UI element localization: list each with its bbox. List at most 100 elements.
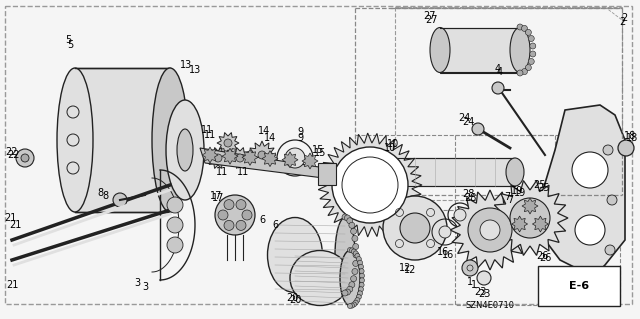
Circle shape (356, 294, 362, 300)
Text: 3: 3 (142, 282, 148, 292)
Circle shape (480, 220, 500, 240)
Polygon shape (522, 198, 538, 214)
Text: 16: 16 (437, 247, 449, 257)
Ellipse shape (506, 158, 524, 186)
Circle shape (349, 222, 355, 228)
Text: 26: 26 (539, 253, 551, 263)
Circle shape (477, 271, 491, 285)
Text: 14: 14 (258, 126, 270, 136)
Circle shape (510, 198, 550, 238)
Polygon shape (540, 105, 625, 275)
Text: 19: 19 (514, 188, 526, 198)
Text: 8: 8 (97, 188, 103, 198)
Circle shape (355, 253, 360, 258)
Circle shape (218, 210, 228, 220)
Bar (75, 68, 170, 212)
Polygon shape (202, 147, 218, 163)
Text: 12: 12 (404, 265, 416, 275)
Text: 2: 2 (619, 17, 625, 27)
Circle shape (400, 213, 430, 243)
Circle shape (468, 208, 512, 252)
Text: 8: 8 (102, 191, 108, 201)
Text: 25: 25 (534, 180, 547, 190)
Circle shape (285, 148, 305, 168)
Circle shape (572, 152, 608, 188)
Circle shape (344, 215, 351, 221)
Ellipse shape (290, 250, 350, 306)
Polygon shape (282, 152, 298, 168)
Circle shape (167, 217, 183, 233)
Circle shape (352, 269, 358, 274)
Circle shape (351, 228, 356, 234)
Text: 14: 14 (264, 133, 276, 143)
Circle shape (351, 302, 356, 307)
Circle shape (522, 26, 527, 31)
Text: 3: 3 (134, 278, 140, 288)
Text: 25: 25 (537, 183, 549, 193)
Circle shape (607, 195, 617, 205)
Text: 12: 12 (399, 263, 411, 273)
Text: 11: 11 (237, 167, 249, 177)
Circle shape (353, 260, 359, 266)
Text: 24: 24 (458, 113, 470, 123)
Text: 18: 18 (624, 131, 636, 141)
Circle shape (353, 243, 359, 249)
Circle shape (355, 298, 360, 303)
Text: 18: 18 (626, 133, 638, 143)
Circle shape (349, 303, 355, 308)
Circle shape (439, 226, 451, 238)
Text: 5: 5 (67, 40, 73, 50)
Circle shape (356, 256, 362, 262)
Circle shape (359, 269, 364, 274)
Text: 4: 4 (495, 64, 501, 74)
Text: 9: 9 (297, 127, 303, 137)
Circle shape (358, 291, 362, 296)
Ellipse shape (340, 250, 360, 306)
Circle shape (332, 147, 408, 223)
Text: 19: 19 (511, 186, 523, 196)
Circle shape (472, 123, 484, 135)
Text: 11: 11 (201, 125, 213, 135)
Text: 17: 17 (210, 191, 222, 201)
Polygon shape (492, 181, 568, 256)
Text: 21: 21 (6, 280, 18, 290)
Circle shape (359, 282, 364, 287)
Circle shape (352, 235, 358, 241)
Circle shape (21, 154, 29, 162)
Text: 7: 7 (504, 192, 510, 202)
Circle shape (603, 145, 613, 155)
Text: 7: 7 (507, 195, 513, 205)
Ellipse shape (268, 218, 323, 293)
Ellipse shape (335, 218, 355, 293)
Text: 20: 20 (289, 295, 301, 305)
Circle shape (347, 286, 353, 292)
Circle shape (16, 149, 34, 167)
Circle shape (353, 252, 359, 258)
Bar (455, 135, 620, 305)
Circle shape (236, 220, 246, 230)
Circle shape (522, 69, 527, 75)
Text: 20: 20 (286, 293, 298, 303)
Circle shape (528, 35, 534, 41)
Circle shape (358, 264, 364, 269)
Polygon shape (511, 216, 527, 232)
Ellipse shape (430, 27, 450, 72)
Polygon shape (450, 190, 530, 270)
Text: 23: 23 (478, 289, 490, 299)
Circle shape (348, 248, 353, 253)
Text: 10: 10 (384, 143, 396, 153)
Polygon shape (242, 149, 258, 165)
Circle shape (462, 260, 478, 276)
Circle shape (349, 282, 355, 288)
Circle shape (167, 197, 183, 213)
Polygon shape (200, 148, 355, 182)
Circle shape (236, 200, 246, 210)
Text: 11: 11 (204, 130, 216, 140)
Bar (538, 266, 620, 306)
Bar (375, 158, 515, 186)
Text: E-6: E-6 (569, 281, 589, 291)
Circle shape (525, 65, 531, 70)
Circle shape (492, 82, 504, 94)
Bar (318, 163, 336, 185)
Text: 6: 6 (259, 215, 265, 225)
